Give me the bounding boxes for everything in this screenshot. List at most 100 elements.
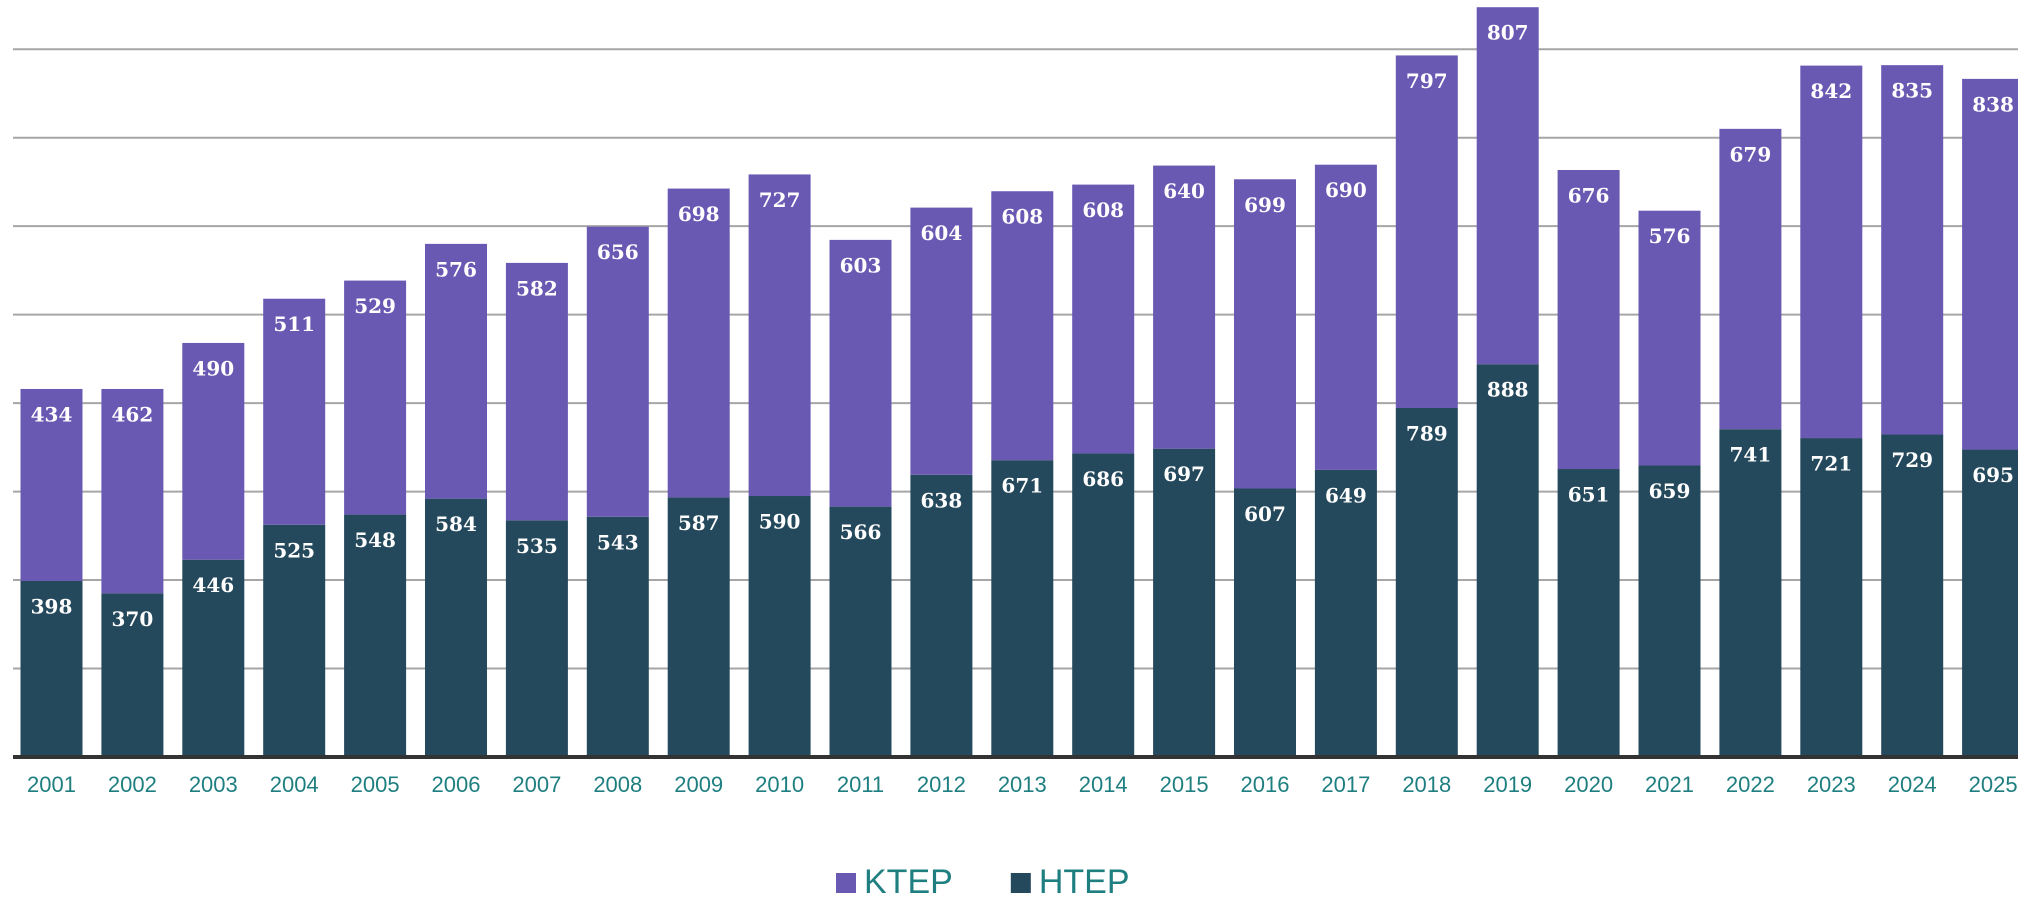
data-label: 807 [1487,21,1529,45]
data-label: 638 [921,488,963,512]
data-label: 590 [759,510,801,534]
x-tick-label: 2021 [1645,772,1694,797]
x-tick-label: 2024 [1888,772,1937,797]
x-tick-label: 2003 [189,772,238,797]
data-label: 462 [112,402,154,426]
bar-segment [425,243,487,499]
bar-segment [910,474,973,757]
data-label: 686 [1082,467,1124,491]
data-label: 587 [678,511,720,535]
legend-swatch [836,873,856,893]
bar-segment [182,342,245,560]
bar-segment [1153,448,1216,757]
data-label: 398 [31,594,73,618]
data-label: 797 [1406,69,1448,93]
x-tick-label: 2013 [998,772,1047,797]
x-tick-label: 2017 [1321,772,1370,797]
data-label: 671 [1001,474,1043,498]
bar-segment [1800,438,1863,757]
x-tick-label: 2005 [351,772,400,797]
bar-segment [1153,165,1216,449]
data-label: 434 [31,402,73,426]
x-tick-label: 2018 [1402,772,1451,797]
data-label: 576 [435,257,477,281]
data-label: 838 [1972,92,2014,116]
bar-segment [1638,465,1701,757]
data-label: 608 [1001,205,1043,229]
bar-segment [263,524,326,757]
bar-segment [1719,429,1782,757]
bar-segment [910,207,973,475]
bar-segment [991,460,1054,757]
x-tick-label: 2020 [1564,772,1613,797]
x-tick-label: 2002 [108,772,157,797]
bar-segment [344,514,407,757]
bar-segment [182,559,245,757]
x-tick-label: 2006 [432,772,481,797]
bar-segment [748,496,811,757]
bar-segment [505,520,568,757]
data-label: 640 [1163,179,1205,203]
bar-segment [101,593,164,757]
bar-segment [1638,210,1701,466]
data-label: 690 [1325,178,1367,202]
data-label: 697 [1163,462,1205,486]
data-label: 698 [678,202,720,226]
data-label: 679 [1730,142,1772,166]
bar-segment [1476,364,1539,757]
x-tick-label: 2007 [512,772,561,797]
x-tick-label: 2008 [593,772,642,797]
bar-segment [20,580,83,757]
data-label: 888 [1487,378,1529,402]
data-label: 608 [1082,198,1124,222]
x-tick-label: 2022 [1726,772,1775,797]
data-label: 842 [1810,79,1852,103]
data-label: 543 [597,530,639,554]
data-label: 607 [1244,502,1286,526]
data-label: 535 [516,534,558,558]
bar-segment [1072,453,1135,757]
x-tick-label: 2016 [1241,772,1290,797]
bar-segment [667,188,730,498]
data-label: 566 [840,520,882,544]
bar-segment [1314,469,1377,757]
bar-segment [829,506,892,757]
data-label: 699 [1244,193,1286,217]
data-label: 548 [354,528,396,552]
x-tick-label: 2015 [1160,772,1209,797]
data-label: 651 [1568,483,1610,507]
bar-segment [1476,7,1539,365]
x-tick-label: 2004 [270,772,319,797]
legend-label: KTEP [864,863,953,900]
data-label: 576 [1649,224,1691,248]
x-tick-label: 2023 [1807,772,1856,797]
data-label: 603 [840,253,882,277]
x-tick-label: 2009 [674,772,723,797]
data-label: 676 [1568,183,1610,207]
bar-segment [505,262,568,521]
bar-segment [1557,469,1620,757]
bar-segment [101,388,164,594]
x-tick-label: 2001 [27,772,76,797]
bar-segment [344,280,407,515]
bar-segment [667,497,730,757]
bar-segment [1962,78,2018,450]
bar-segment [1395,407,1458,757]
bar-segment [829,239,892,507]
legend-swatch [1010,873,1031,893]
data-label: 604 [921,221,963,245]
data-label: 727 [759,188,801,212]
bar-segment [1072,184,1135,454]
bar-segment [1881,434,1944,757]
x-tick-label: 2011 [837,772,884,797]
data-label: 649 [1325,483,1367,507]
x-tick-label: 2012 [917,772,966,797]
data-label: 584 [435,512,477,536]
x-tick-label: 2010 [755,772,804,797]
bar-segment [1719,128,1782,430]
bar-segment [425,498,487,757]
data-label: 490 [192,356,234,380]
legend-label: HTEP [1039,863,1130,900]
data-label: 582 [516,276,558,300]
